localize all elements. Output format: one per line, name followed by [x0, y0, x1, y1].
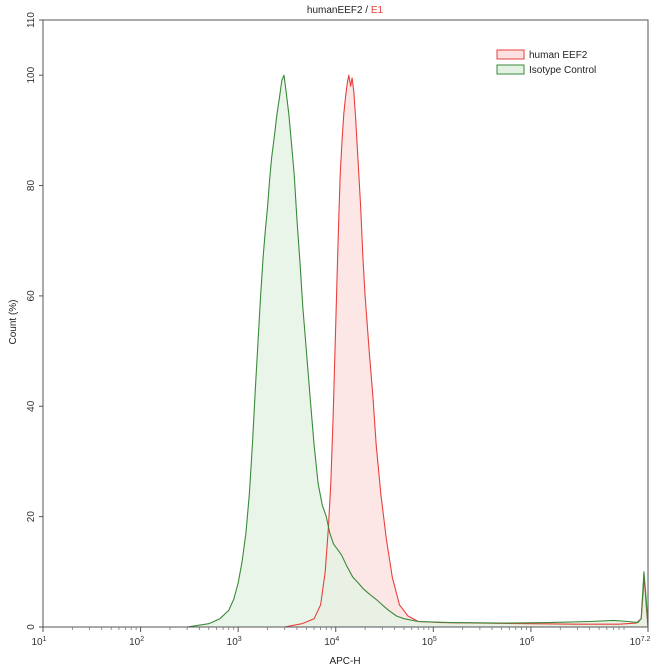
legend-swatch-0	[496, 49, 525, 60]
x-tick-label: 101	[31, 636, 46, 648]
y-tick-label: 40	[26, 400, 37, 412]
x-tick-label: 103	[227, 636, 242, 648]
x-tick-label: 106	[519, 636, 534, 648]
y-tick-label: 0	[26, 624, 37, 630]
x-axis: 101 102 103 104 105 106 107.2	[31, 627, 651, 648]
legend-label-1: Isotype Control	[529, 65, 596, 76]
series-area-0	[284, 75, 648, 627]
x-tick-label: 107.2	[630, 636, 651, 648]
x-axis-title: APC-H	[329, 656, 360, 667]
chart-title-sample: humanEEF2 /	[307, 5, 371, 16]
x-tick-label: 104	[324, 636, 339, 648]
chart-title-plate-well: E1	[371, 5, 384, 16]
y-tick-label: 110	[26, 12, 37, 28]
x-tick-label: 105	[422, 636, 437, 648]
y-tick-label: 100	[26, 66, 37, 83]
y-tick-label: 60	[26, 290, 37, 302]
legend-label-0: human EEF2	[529, 50, 588, 61]
series-line-1	[187, 74, 649, 628]
legend-swatch-1	[496, 64, 525, 75]
plot-area	[187, 75, 648, 627]
y-axis: 0 20 40 60 80 100 110	[26, 12, 43, 630]
plot-frame	[42, 19, 649, 628]
chart-title: humanEEF2 / E1	[307, 5, 384, 16]
y-tick-label: 20	[26, 511, 37, 523]
y-tick-label: 80	[26, 180, 37, 192]
x-tick-label: 102	[129, 636, 144, 648]
series-lines	[187, 74, 649, 628]
y-axis-title: Count (%)	[8, 299, 19, 344]
svg-text:humanEEF2 / E1: humanEEF2 / E1	[307, 5, 384, 16]
series-line-0	[284, 74, 649, 628]
series-area-1	[187, 75, 648, 627]
chart-legend: human EEF2 Isotype Control	[496, 49, 596, 76]
